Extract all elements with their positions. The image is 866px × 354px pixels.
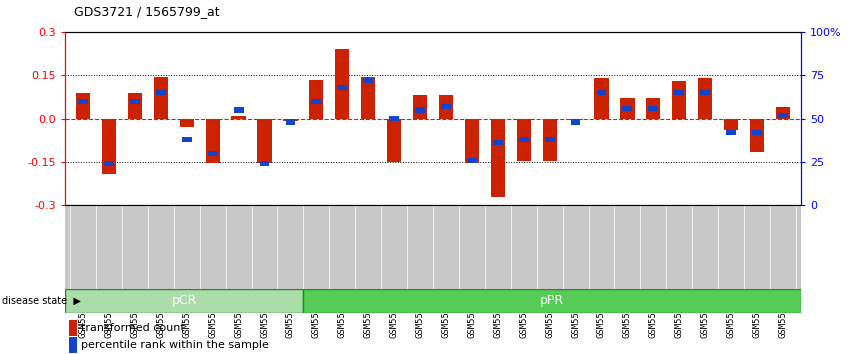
Bar bbox=[312, 99, 321, 104]
Bar bbox=[205, 119, 220, 164]
Bar bbox=[752, 130, 762, 135]
Text: disease state  ▶: disease state ▶ bbox=[2, 296, 81, 306]
Text: GDS3721 / 1565799_at: GDS3721 / 1565799_at bbox=[74, 5, 219, 18]
Bar bbox=[517, 119, 531, 160]
Bar bbox=[128, 93, 142, 119]
Bar bbox=[623, 105, 632, 111]
Text: percentile rank within the sample: percentile rank within the sample bbox=[81, 340, 269, 350]
Bar bbox=[493, 140, 503, 145]
Bar bbox=[68, 337, 77, 353]
Bar bbox=[335, 49, 349, 119]
Bar bbox=[778, 113, 788, 118]
Bar bbox=[361, 77, 375, 119]
Bar bbox=[182, 137, 191, 142]
Bar bbox=[338, 85, 347, 90]
Bar bbox=[571, 119, 580, 125]
Bar bbox=[620, 98, 635, 119]
FancyBboxPatch shape bbox=[65, 289, 303, 313]
Bar bbox=[363, 78, 373, 83]
Bar bbox=[597, 90, 606, 95]
Bar bbox=[130, 99, 139, 104]
Bar bbox=[156, 90, 165, 95]
Bar bbox=[519, 137, 528, 142]
Bar bbox=[154, 77, 168, 119]
Bar bbox=[594, 78, 609, 119]
Bar bbox=[234, 107, 243, 113]
Bar bbox=[701, 90, 710, 95]
Bar bbox=[672, 81, 687, 119]
Bar bbox=[776, 107, 790, 119]
Bar bbox=[545, 137, 554, 142]
Bar bbox=[568, 119, 583, 120]
Bar bbox=[389, 116, 399, 121]
Bar bbox=[750, 119, 764, 152]
Bar bbox=[465, 119, 479, 164]
Bar bbox=[102, 119, 116, 173]
Bar bbox=[727, 130, 736, 135]
Bar bbox=[76, 93, 90, 119]
Bar bbox=[283, 119, 298, 121]
Bar bbox=[441, 104, 451, 109]
Bar bbox=[415, 107, 425, 113]
Bar bbox=[104, 161, 114, 166]
Bar bbox=[467, 158, 477, 163]
Bar bbox=[439, 96, 453, 119]
Text: pPR: pPR bbox=[540, 295, 565, 307]
FancyBboxPatch shape bbox=[303, 289, 801, 313]
Bar bbox=[387, 119, 401, 162]
Bar bbox=[675, 90, 684, 95]
Bar bbox=[649, 105, 658, 111]
Bar bbox=[231, 116, 246, 119]
Bar bbox=[698, 78, 712, 119]
Bar bbox=[68, 320, 77, 336]
Bar bbox=[542, 119, 557, 160]
Bar bbox=[646, 98, 661, 119]
Bar bbox=[208, 151, 217, 156]
Bar bbox=[491, 119, 505, 197]
Bar bbox=[309, 80, 324, 119]
Bar bbox=[78, 99, 88, 104]
Bar bbox=[260, 161, 269, 166]
Text: pCR: pCR bbox=[171, 295, 197, 307]
Bar bbox=[179, 119, 194, 127]
Bar bbox=[413, 96, 427, 119]
Bar bbox=[724, 119, 738, 130]
Bar bbox=[257, 119, 272, 164]
Bar bbox=[286, 119, 295, 125]
Text: transformed count: transformed count bbox=[81, 322, 185, 333]
